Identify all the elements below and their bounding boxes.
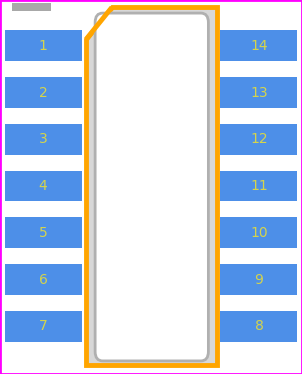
Bar <box>220 264 297 295</box>
Text: 3: 3 <box>39 132 47 146</box>
Bar <box>5 77 82 108</box>
Bar <box>12 3 51 11</box>
Bar <box>5 31 82 61</box>
Bar <box>5 264 82 295</box>
Text: 6: 6 <box>39 273 47 286</box>
Bar <box>5 311 82 342</box>
Text: 2: 2 <box>39 86 47 99</box>
Bar <box>5 218 82 248</box>
Text: 4: 4 <box>39 179 47 193</box>
Text: 8: 8 <box>255 319 263 333</box>
Bar <box>220 218 297 248</box>
Text: 9: 9 <box>255 273 263 286</box>
Text: 5: 5 <box>39 226 47 240</box>
Bar <box>220 31 297 61</box>
Text: 14: 14 <box>250 39 268 53</box>
Bar <box>220 171 297 201</box>
Bar <box>5 124 82 155</box>
FancyBboxPatch shape <box>95 13 208 361</box>
Text: 11: 11 <box>250 179 268 193</box>
Text: 12: 12 <box>250 132 268 146</box>
Text: 13: 13 <box>250 86 268 99</box>
Polygon shape <box>86 7 217 365</box>
Bar <box>220 77 297 108</box>
Text: 10: 10 <box>250 226 268 240</box>
Bar <box>220 124 297 155</box>
Text: 7: 7 <box>39 319 47 333</box>
Bar <box>5 171 82 201</box>
Bar <box>220 311 297 342</box>
Text: 1: 1 <box>39 39 47 53</box>
